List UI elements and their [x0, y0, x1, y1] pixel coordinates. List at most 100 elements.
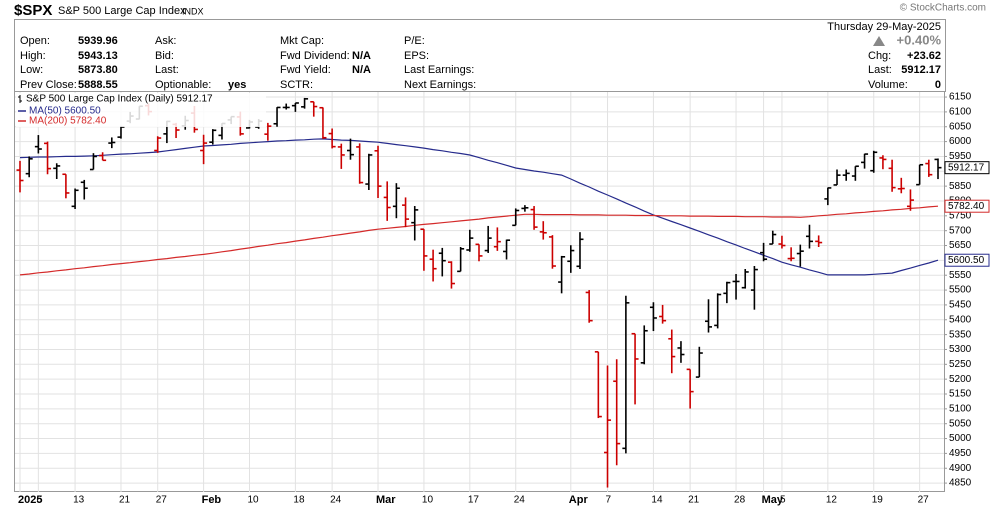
field-label: Chg:	[868, 50, 891, 62]
y-tick-label: 5000	[949, 433, 972, 444]
legend-box	[16, 93, 266, 127]
y-tick-label: 5100	[949, 403, 972, 414]
y-tick-label: 5200	[949, 374, 972, 385]
y-tick-label: 6000	[949, 136, 972, 147]
field-label: Next Earnings:	[404, 79, 476, 91]
x-tick-label: 17	[468, 495, 480, 506]
y-tick-label: 5250	[949, 359, 972, 370]
x-tick-label: 27	[918, 495, 930, 506]
field-label: P/E:	[404, 35, 425, 47]
x-tick-label: 24	[330, 495, 342, 506]
y-tick-label: 5050	[949, 418, 972, 429]
y-tick-label: 5400	[949, 314, 972, 325]
x-tick-label: 21	[119, 495, 131, 506]
x-tick-label: 19	[872, 495, 884, 506]
y-tick-label: 5650	[949, 240, 972, 251]
x-tick-label: Feb	[202, 494, 222, 506]
symbol: $SPX	[14, 2, 52, 19]
date: Thursday 29-May-2025	[827, 21, 941, 33]
x-tick-label: Apr	[569, 494, 589, 506]
field-label: Last:	[155, 64, 179, 76]
field-value: 5939.96	[78, 35, 118, 47]
ma-line	[19, 205, 939, 276]
up-arrow	[873, 36, 885, 46]
y-tick-label: 5850	[949, 181, 972, 192]
value-box	[944, 161, 990, 175]
x-tick-label: 18	[293, 495, 305, 506]
ma-line	[19, 138, 939, 276]
y-tick-label: 4950	[949, 448, 972, 459]
y-tick-label: 5300	[949, 344, 972, 355]
y-tick-label: 5750	[949, 210, 972, 221]
field-label: Volume:	[868, 79, 908, 91]
legend-icon	[18, 95, 22, 103]
legend-entry: MA(200) 5782.40	[29, 116, 107, 127]
legend-entry: MA(50) 5600.50	[29, 106, 101, 117]
y-tick-label: 6050	[949, 121, 972, 132]
field-label: Prev Close:	[20, 79, 77, 91]
x-tick-label: 13	[73, 495, 85, 506]
field-label: Fwd Yield:	[280, 64, 331, 76]
legend-main: S&P 500 Large Cap Index (Daily) 5912.17	[26, 94, 213, 105]
x-tick-label: 14	[651, 495, 663, 506]
x-tick-label: 2025	[18, 494, 42, 506]
field-label: EPS:	[404, 50, 429, 62]
y-tick-label: 4900	[949, 463, 972, 474]
field-label: Bid:	[155, 50, 174, 62]
value-box	[944, 253, 990, 267]
y-tick-label: 5700	[949, 225, 972, 236]
x-tick-label: 5	[780, 495, 786, 506]
x-tick-label: May	[762, 494, 784, 506]
plot-area	[14, 91, 945, 492]
field-value: N/A	[352, 64, 371, 76]
field-label: Ask:	[155, 35, 176, 47]
y-tick-label: 5450	[949, 300, 972, 311]
y-tick-label: 6100	[949, 107, 972, 118]
field-value: 0	[935, 79, 941, 91]
index-name: S&P 500 Large Cap Index	[58, 5, 186, 17]
x-tick-label: Mar	[376, 494, 396, 506]
field-label: Last:	[868, 64, 892, 76]
field-label: SCTR:	[280, 79, 313, 91]
field-value: 5912.17	[901, 64, 941, 76]
axis: 4850 4900 4950 5000 5050 5100 5150 5200 5250 5300…	[18, 92, 990, 506]
value-box	[944, 199, 990, 213]
y-tick-label: 5550	[949, 270, 972, 281]
exchange: INDX	[182, 6, 204, 16]
field-value: 5873.80	[78, 64, 118, 76]
field-value: +23.62	[907, 50, 941, 62]
x-tick-label: 12	[826, 495, 838, 506]
y-tick-label: 6150	[949, 92, 972, 103]
value-box-label: 5600.50	[948, 255, 985, 266]
x-tick-label: 28	[734, 495, 746, 506]
x-tick-label: 10	[422, 495, 434, 506]
value-box-label: 5912.17	[948, 162, 985, 173]
x-tick-label: 24	[514, 495, 526, 506]
field-label: Optionable:	[155, 79, 211, 91]
x-tick-label: 27	[156, 495, 168, 506]
x-tick-label: 7	[606, 495, 612, 506]
grid	[15, 92, 944, 492]
x-tick-label: 6	[36, 495, 42, 506]
field-label: Low:	[20, 64, 43, 76]
field-label: High:	[20, 50, 46, 62]
y-tick-label: 5150	[949, 389, 972, 400]
field-label: Mkt Cap:	[280, 35, 324, 47]
field-value: 5943.13	[78, 50, 118, 62]
watermark: © StockCharts.com	[900, 3, 986, 14]
change-pct: +0.40%	[897, 32, 942, 47]
field-value: yes	[228, 79, 246, 91]
info-box	[14, 19, 946, 92]
field-label: Last Earnings:	[404, 64, 474, 76]
y-tick-label: 5500	[949, 285, 972, 296]
y-tick-label: 5950	[949, 151, 972, 162]
y-tick-label: 4850	[949, 478, 972, 489]
value-box-label: 5782.40	[948, 201, 985, 212]
field-label: Open:	[20, 35, 50, 47]
x-tick-label: 21	[688, 495, 700, 506]
x-tick-label: 10	[248, 495, 260, 506]
field-value: 5888.55	[78, 79, 118, 91]
field-value: N/A	[352, 50, 371, 62]
y-tick-label: 5350	[949, 329, 972, 340]
